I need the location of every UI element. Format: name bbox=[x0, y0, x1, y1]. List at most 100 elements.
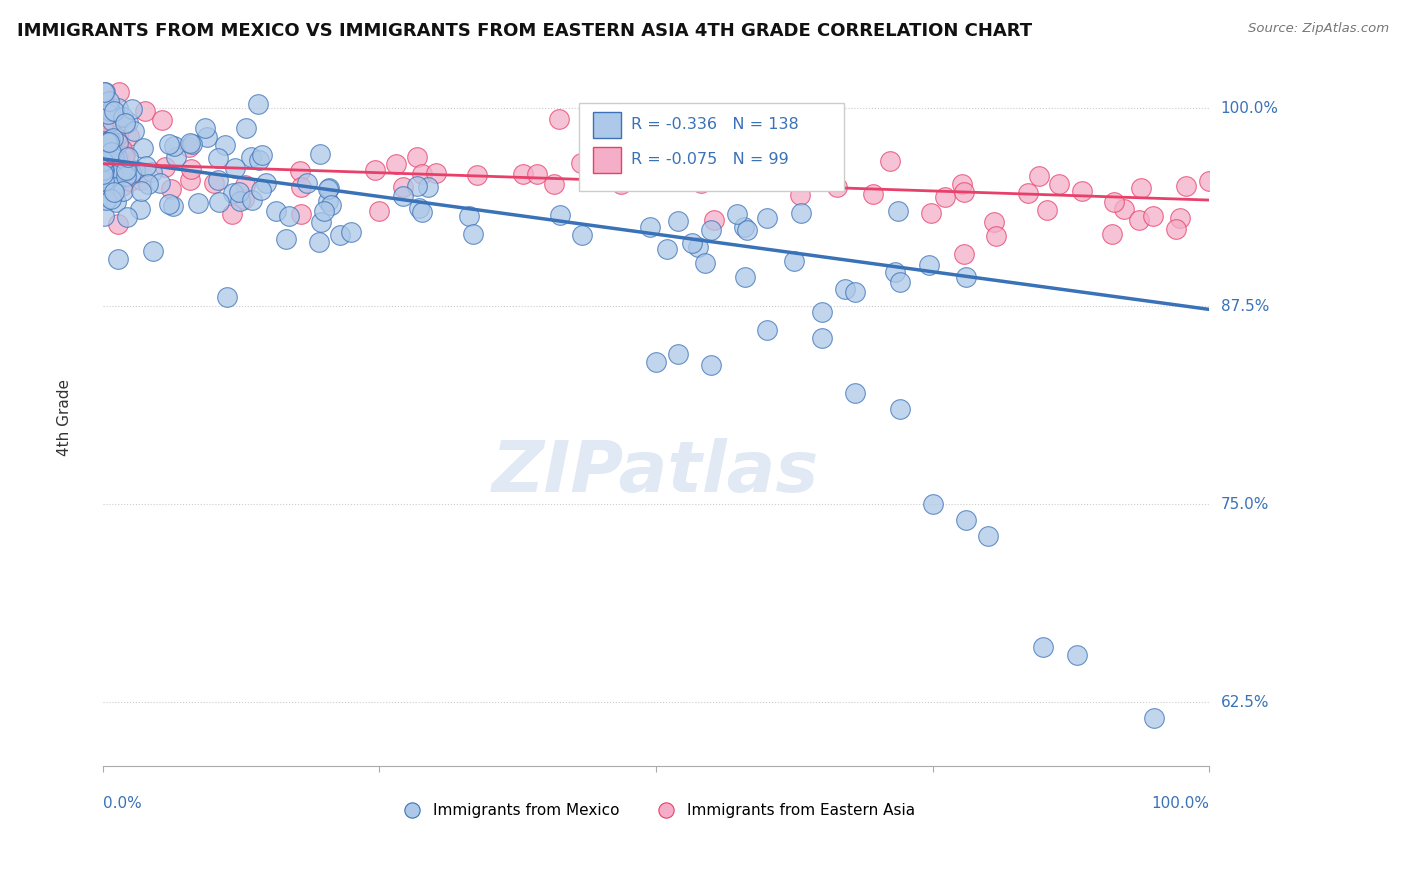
Point bbox=[117, 150, 139, 164]
Point bbox=[120, 174, 142, 188]
Point bbox=[1035, 203, 1057, 218]
Point bbox=[589, 151, 612, 165]
Point bbox=[920, 206, 942, 220]
Point bbox=[308, 147, 330, 161]
Point bbox=[734, 270, 756, 285]
Point bbox=[162, 199, 184, 213]
Point bbox=[105, 194, 128, 209]
Point bbox=[107, 152, 129, 166]
Point bbox=[526, 167, 548, 181]
Point bbox=[98, 104, 121, 119]
Point bbox=[141, 165, 163, 179]
Point bbox=[98, 132, 121, 146]
Point bbox=[385, 157, 408, 171]
Point bbox=[290, 179, 312, 194]
Point bbox=[94, 172, 117, 186]
Point bbox=[115, 169, 138, 183]
Point bbox=[425, 166, 447, 180]
Point bbox=[97, 95, 120, 109]
Point bbox=[318, 181, 340, 195]
Point bbox=[416, 179, 439, 194]
Point bbox=[181, 137, 204, 152]
Point bbox=[406, 178, 429, 193]
Point bbox=[918, 258, 941, 272]
Point bbox=[94, 147, 117, 161]
Point bbox=[666, 347, 689, 361]
Point bbox=[101, 142, 124, 156]
Point bbox=[239, 150, 262, 164]
Point bbox=[96, 139, 118, 153]
Text: Source: ZipAtlas.com: Source: ZipAtlas.com bbox=[1249, 22, 1389, 36]
Text: 75.0%: 75.0% bbox=[1220, 497, 1268, 512]
Point bbox=[550, 208, 572, 222]
Point bbox=[700, 223, 723, 237]
Point bbox=[107, 217, 129, 231]
Point bbox=[406, 150, 429, 164]
Text: 100.0%: 100.0% bbox=[1152, 797, 1209, 812]
Point bbox=[681, 235, 703, 250]
Point bbox=[114, 163, 136, 178]
Point bbox=[571, 227, 593, 242]
Point bbox=[117, 115, 139, 129]
Point bbox=[834, 282, 856, 296]
Point bbox=[229, 194, 252, 209]
Point bbox=[700, 358, 723, 372]
Point bbox=[666, 214, 689, 228]
Point bbox=[207, 151, 229, 165]
Point bbox=[107, 136, 129, 150]
Point bbox=[543, 177, 565, 191]
Point bbox=[252, 148, 274, 162]
Point bbox=[728, 161, 751, 176]
Point bbox=[703, 213, 725, 227]
Point bbox=[1129, 181, 1152, 195]
Point bbox=[1017, 186, 1039, 200]
Point bbox=[1142, 209, 1164, 223]
Point bbox=[179, 173, 201, 187]
Point bbox=[884, 264, 907, 278]
Point bbox=[100, 192, 122, 206]
Text: R = -0.075   N = 99: R = -0.075 N = 99 bbox=[631, 153, 789, 167]
Point bbox=[96, 124, 118, 138]
Point bbox=[889, 275, 911, 289]
Text: ZIPatlas: ZIPatlas bbox=[492, 439, 820, 508]
Point bbox=[112, 149, 135, 163]
Point bbox=[162, 138, 184, 153]
Point bbox=[278, 210, 301, 224]
Legend: Immigrants from Mexico, Immigrants from Eastern Asia: Immigrants from Mexico, Immigrants from … bbox=[391, 797, 921, 824]
Point bbox=[114, 116, 136, 130]
Point bbox=[312, 203, 335, 218]
Point bbox=[254, 176, 277, 190]
Point bbox=[103, 151, 125, 165]
Point bbox=[125, 166, 148, 180]
Point bbox=[1032, 640, 1054, 654]
Point bbox=[97, 164, 120, 178]
Point bbox=[96, 166, 118, 180]
Point bbox=[177, 140, 200, 154]
Point bbox=[187, 196, 209, 211]
Point bbox=[179, 136, 201, 151]
Point bbox=[165, 150, 187, 164]
Point bbox=[329, 227, 352, 242]
Point bbox=[110, 142, 132, 156]
Point bbox=[207, 173, 229, 187]
Text: IMMIGRANTS FROM MEXICO VS IMMIGRANTS FROM EASTERN ASIA 4TH GRADE CORRELATION CHA: IMMIGRANTS FROM MEXICO VS IMMIGRANTS FRO… bbox=[17, 22, 1032, 40]
Point bbox=[825, 180, 848, 194]
Point bbox=[735, 223, 758, 237]
Point bbox=[779, 171, 801, 186]
Point bbox=[131, 140, 153, 154]
Point bbox=[107, 128, 129, 143]
Point bbox=[142, 244, 165, 259]
Point bbox=[879, 154, 901, 169]
Point bbox=[93, 155, 115, 169]
Point bbox=[391, 189, 413, 203]
Point bbox=[1028, 169, 1050, 183]
Point bbox=[114, 163, 136, 178]
Point bbox=[411, 204, 433, 219]
Point bbox=[228, 185, 250, 199]
Text: 62.5%: 62.5% bbox=[1220, 695, 1270, 710]
Point bbox=[392, 179, 415, 194]
Point bbox=[97, 107, 120, 121]
Point bbox=[725, 207, 748, 221]
Point bbox=[103, 104, 125, 119]
Point bbox=[195, 130, 218, 145]
